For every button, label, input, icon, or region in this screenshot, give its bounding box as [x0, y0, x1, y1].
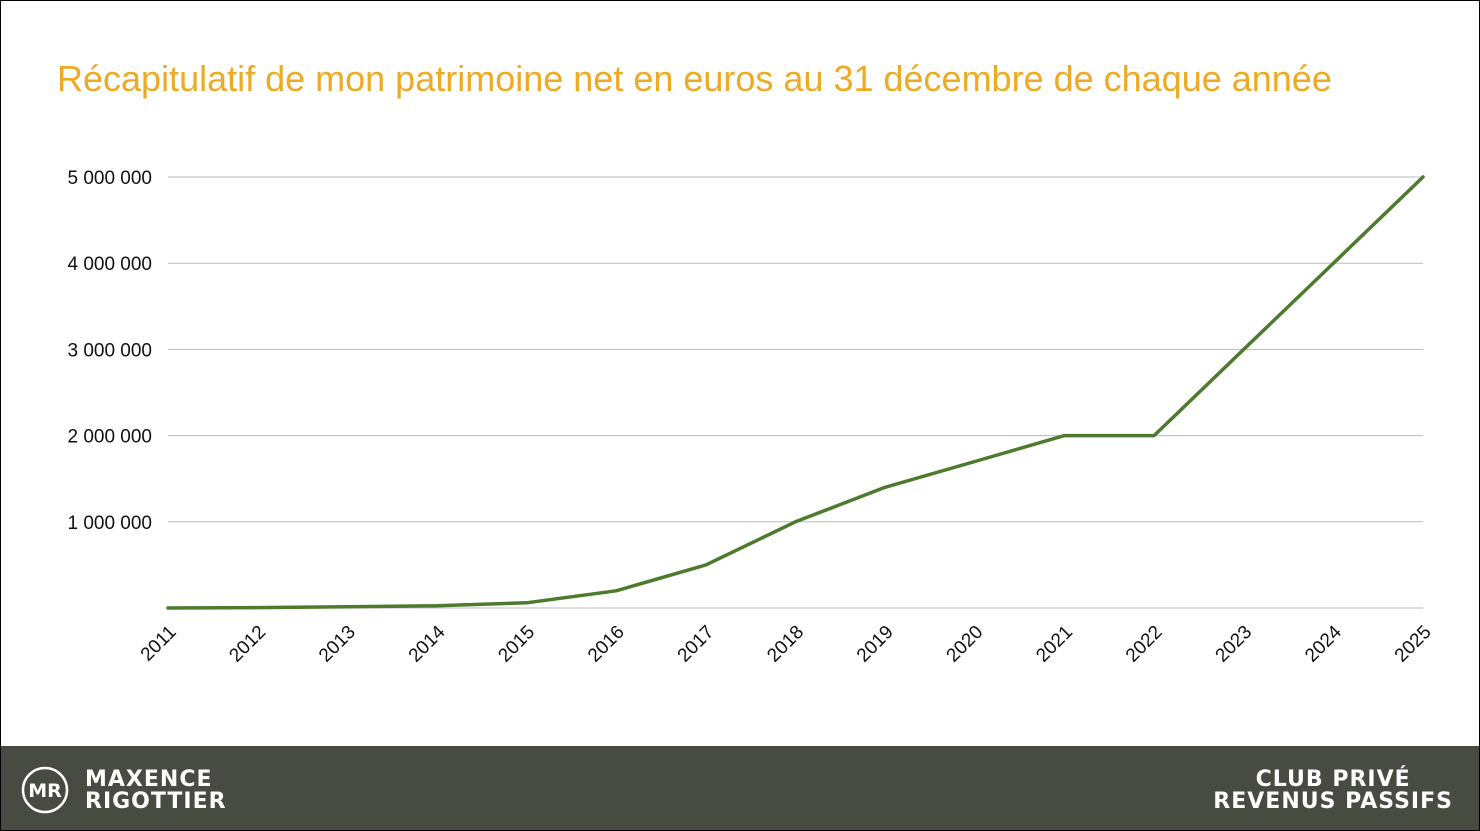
grid-lines: [168, 176, 1423, 609]
logo-letters: MR: [28, 780, 62, 802]
y-tick-label: 3 000 000: [67, 340, 152, 361]
data-point: [1331, 261, 1335, 265]
x-tick-label: 2011: [137, 622, 181, 666]
x-tick-label: 2015: [494, 622, 539, 667]
data-point: [256, 606, 260, 610]
x-tick-label: 2013: [315, 622, 360, 667]
y-axis-ticks: 1 000 000 2 000 000 3 000 000 4 000 000 5 00…: [67, 168, 152, 534]
x-tick-label: 2025: [1391, 622, 1436, 667]
line-chart: 1 000 000 2 000 000 3 000 000 4 000 000 5 00…: [67, 168, 1436, 666]
data-point: [1242, 347, 1246, 351]
footer-bar: MR MAXENCE RIGOTTIER CLUB PRIVÉ REVENUS …: [1, 746, 1479, 830]
data-point: [345, 605, 349, 609]
logo-mr-icon: MR: [21, 766, 69, 814]
series-layer: [166, 175, 1425, 610]
y-tick-label: 1 000 000: [67, 513, 152, 534]
data-point: [435, 604, 439, 608]
data-point: [525, 601, 529, 605]
brand-line-1: MAXENCE: [85, 767, 213, 792]
y-tick-label: 4 000 000: [67, 254, 152, 275]
x-tick-label: 2012: [225, 622, 270, 667]
y-tick-label: 2 000 000: [67, 427, 152, 448]
data-point: [166, 606, 170, 610]
club-name: CLUB PRIVÉ REVENUS PASSIFS: [1213, 769, 1453, 813]
data-point: [1062, 434, 1066, 438]
brand-line-2: RIGOTTIER: [85, 789, 227, 814]
x-tick-label: 2020: [943, 622, 988, 667]
x-tick-label: 2017: [674, 622, 719, 667]
data-point: [1152, 434, 1156, 438]
data-point: [883, 485, 887, 489]
data-point: [704, 563, 708, 567]
x-tick-label: 2023: [1212, 622, 1257, 667]
x-tick-label: 2014: [405, 621, 450, 666]
data-point: [614, 589, 618, 593]
x-tick-label: 2022: [1122, 622, 1167, 667]
data-point: [973, 459, 977, 463]
club-line-2: REVENUS PASSIFS: [1213, 789, 1453, 814]
data-point: [1421, 175, 1425, 179]
chart-title: Récapitulatif de mon patrimoine net en e…: [57, 58, 1332, 99]
x-tick-label: 2018: [763, 622, 808, 667]
series-line: [166, 175, 1425, 610]
y-tick-label: 5 000 000: [67, 168, 152, 189]
brand-name: MAXENCE RIGOTTIER: [85, 769, 227, 813]
x-tick-label: 2021: [1032, 622, 1077, 667]
club-line-1: CLUB PRIVÉ: [1255, 767, 1411, 792]
data-point: [794, 520, 797, 524]
x-tick-label: 2016: [584, 622, 629, 667]
x-tick-label: 2024: [1301, 621, 1346, 666]
x-axis-ticks: 2011 2012 2013 2014 2015 2016 2017 2018 2019 2020…: [137, 621, 1436, 666]
x-tick-label: 2019: [853, 622, 898, 667]
